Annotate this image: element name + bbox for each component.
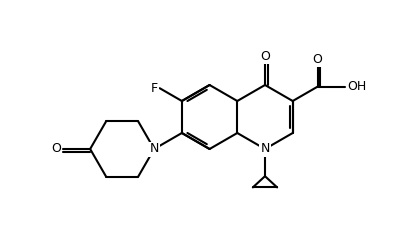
Text: OH: OH — [346, 80, 365, 93]
Text: O: O — [312, 53, 322, 66]
Text: N: N — [149, 143, 158, 156]
Text: F: F — [150, 82, 157, 95]
Text: O: O — [260, 50, 269, 63]
Text: O: O — [51, 143, 61, 156]
Text: N: N — [260, 143, 269, 156]
